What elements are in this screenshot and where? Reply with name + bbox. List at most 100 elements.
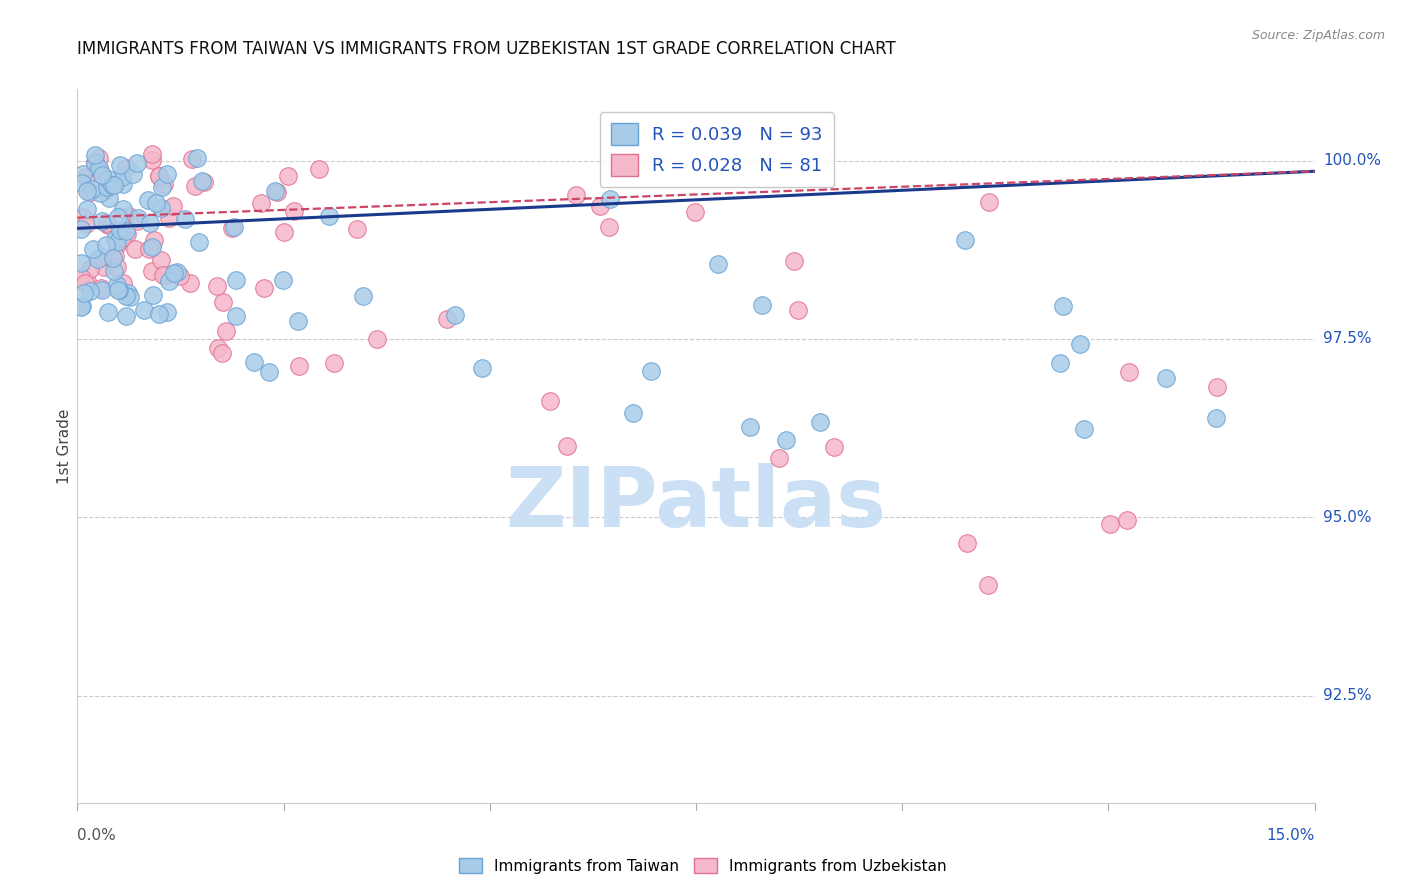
Point: [76, 202, 98, 217]
Point: [707, 257, 730, 271]
Text: 92.5%: 92.5%: [1323, 689, 1371, 703]
Point: [70, 269, 93, 284]
Point: [162, 199, 184, 213]
Point: [96, 179, 118, 194]
Point: [115, 289, 138, 303]
Point: [138, 242, 160, 256]
Point: [142, 234, 165, 248]
Point: [118, 289, 141, 303]
Point: [187, 235, 209, 250]
Point: [112, 202, 135, 217]
Point: [215, 324, 238, 338]
Point: [97, 171, 120, 186]
Point: [107, 211, 129, 225]
Point: [598, 219, 620, 234]
Point: [1156, 370, 1178, 384]
Point: [166, 265, 188, 279]
Point: [155, 268, 177, 282]
Point: [977, 194, 1000, 209]
Point: [72, 210, 94, 224]
Point: [142, 288, 165, 302]
Point: [89, 186, 111, 200]
Point: [191, 174, 214, 188]
Point: [250, 196, 273, 211]
Point: [82, 182, 104, 196]
Point: [222, 220, 245, 235]
Point: [141, 153, 163, 168]
Point: [72, 167, 94, 181]
Point: [94, 238, 117, 252]
Point: [155, 304, 177, 318]
Point: [90, 213, 112, 227]
Point: [117, 286, 139, 301]
Point: [184, 178, 207, 193]
Point: [141, 240, 163, 254]
Point: [111, 276, 134, 290]
Point: [977, 578, 1000, 592]
Point: [94, 183, 117, 197]
Point: [157, 211, 180, 225]
Point: [1073, 422, 1095, 436]
Legend: R = 0.039   N = 93, R = 0.028   N = 81: R = 0.039 N = 93, R = 0.028 N = 81: [600, 112, 834, 187]
Point: [122, 167, 145, 181]
Point: [193, 175, 215, 189]
Point: [1049, 356, 1071, 370]
Text: 0.0%: 0.0%: [77, 828, 117, 843]
Point: [72, 299, 94, 313]
Point: [751, 298, 773, 312]
Point: [1052, 299, 1074, 313]
Point: [243, 355, 266, 369]
Point: [91, 283, 114, 297]
Point: [111, 231, 134, 245]
Point: [436, 311, 458, 326]
Point: [599, 192, 621, 206]
Point: [136, 193, 159, 207]
Point: [257, 365, 280, 379]
Point: [273, 225, 295, 239]
Point: [157, 274, 180, 288]
Point: [683, 204, 706, 219]
Point: [117, 209, 139, 223]
Point: [87, 161, 110, 176]
Point: [283, 203, 305, 218]
Point: [352, 289, 374, 303]
Point: [156, 167, 179, 181]
Point: [173, 212, 195, 227]
Text: ZIPatlas: ZIPatlas: [506, 463, 886, 543]
Point: [79, 185, 101, 199]
Text: 97.5%: 97.5%: [1323, 332, 1371, 346]
Text: 100.0%: 100.0%: [1323, 153, 1381, 168]
Point: [148, 169, 170, 183]
Text: 15.0%: 15.0%: [1267, 828, 1315, 843]
Point: [82, 242, 104, 256]
Y-axis label: 1st Grade: 1st Grade: [56, 409, 72, 483]
Point: [1205, 411, 1227, 425]
Point: [105, 260, 128, 274]
Point: [266, 185, 288, 199]
Point: [90, 169, 112, 183]
Point: [127, 211, 149, 225]
Point: [1118, 365, 1140, 379]
Point: [76, 274, 98, 288]
Point: [141, 264, 163, 278]
Point: [94, 216, 117, 230]
Point: [1116, 513, 1139, 527]
Point: [101, 251, 124, 265]
Point: [565, 188, 588, 202]
Point: [186, 151, 208, 165]
Point: [150, 202, 173, 216]
Point: [105, 278, 128, 293]
Point: [104, 249, 127, 263]
Point: [79, 284, 101, 298]
Point: [145, 196, 167, 211]
Point: [288, 359, 311, 373]
Point: [808, 415, 831, 429]
Point: [169, 269, 191, 284]
Point: [112, 177, 135, 191]
Point: [277, 169, 299, 183]
Point: [538, 394, 561, 409]
Point: [73, 285, 96, 300]
Point: [181, 152, 204, 166]
Point: [211, 294, 233, 309]
Point: [70, 176, 93, 190]
